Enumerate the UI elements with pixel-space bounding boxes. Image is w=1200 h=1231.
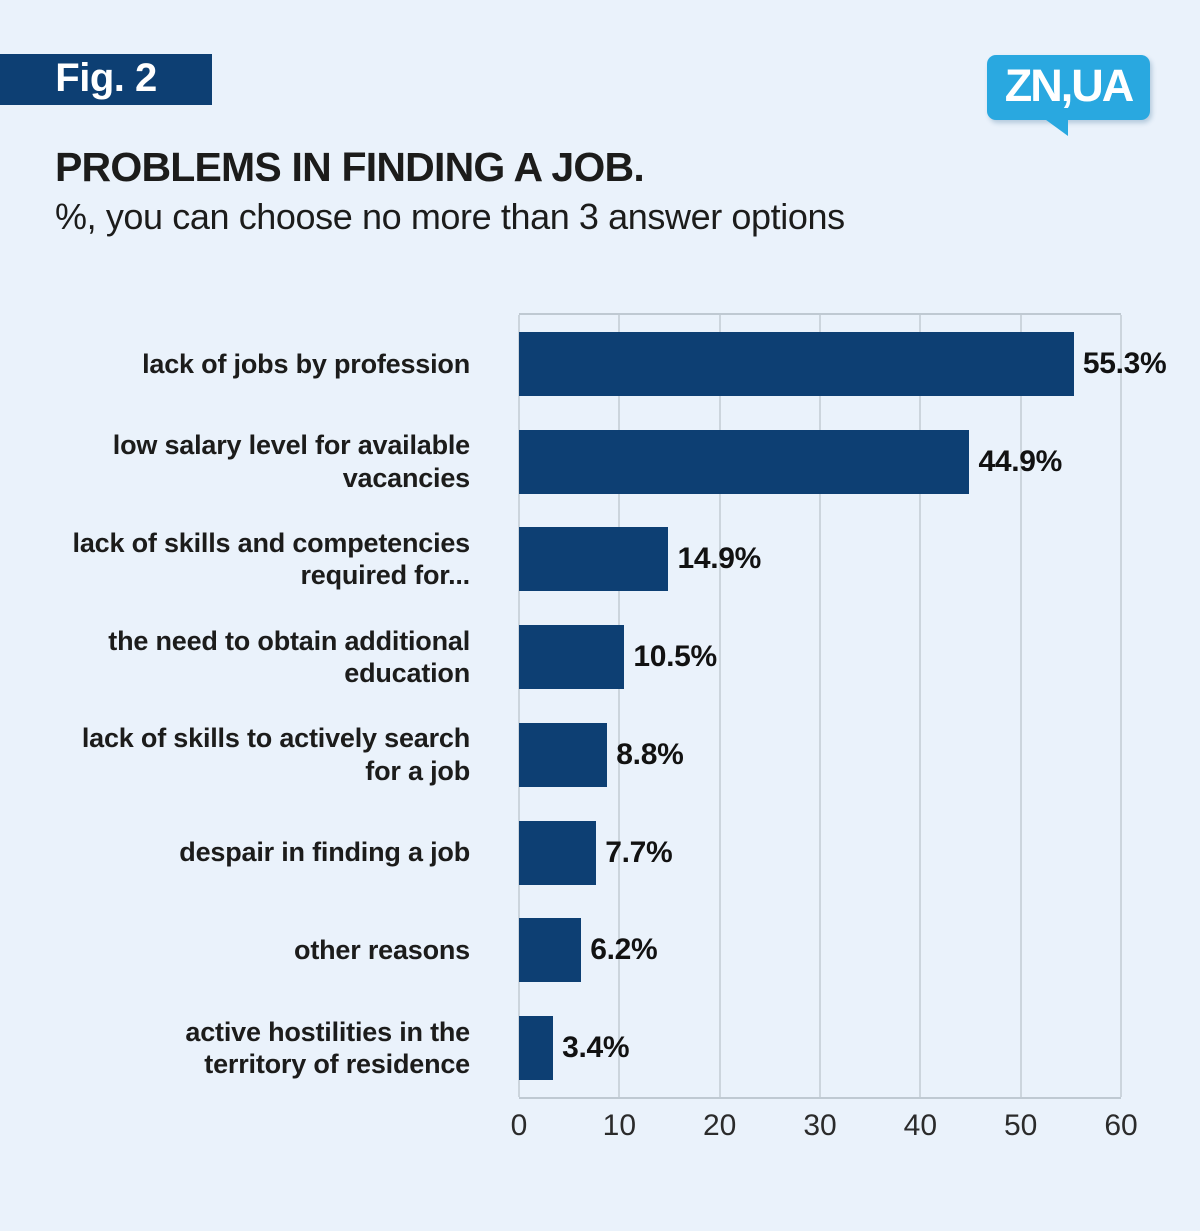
x-tick-label-40: 40 [903, 1109, 938, 1142]
bar [519, 625, 625, 690]
category-label: lack of skills to actively search for a … [81, 723, 470, 786]
gridline-x-10 [618, 315, 621, 1097]
value-label: 6.2% [590, 933, 658, 967]
x-tick-label-30: 30 [803, 1109, 837, 1142]
bar [519, 1016, 554, 1081]
bar-chart-plot: 55.3% 44.9% 14.9% 10.5% 8.8% 7.7% 6.2% 3.4% [518, 313, 1167, 1099]
bar [519, 722, 608, 787]
x-tick-label-60: 60 [1104, 1109, 1138, 1142]
bar [519, 429, 970, 494]
gridline-x-40 [919, 315, 922, 1097]
gridline-x-20 [718, 315, 721, 1097]
gridline-x-30 [819, 315, 821, 1097]
value-label: 8.8% [616, 737, 684, 771]
znua-logo-text: ZN,UA [1004, 60, 1134, 111]
x-axis: 0 10 20 30 40 50 60 [511, 1109, 1138, 1149]
bar-row: 10.5% [519, 608, 1121, 706]
bar-row: 44.9% [519, 413, 1121, 511]
category-axis-labels: lack of jobs by profession low salary lev… [0, 313, 471, 1099]
x-tick-label-10: 10 [602, 1109, 637, 1142]
value-label: 55.3% [1082, 346, 1167, 380]
x-tick-label-20: 20 [702, 1109, 737, 1142]
speech-bubble-tail [1042, 117, 1068, 136]
figure-badge: Fig. 2 [0, 54, 212, 105]
figure-badge-label: Fig. 2 [55, 56, 157, 100]
chart-title: PROBLEMS IN FINDING A JOB. [55, 144, 645, 190]
gridline-x-60 [1120, 315, 1122, 1097]
category-label: active hostilities in the territory of r… [185, 1016, 470, 1080]
category-label: lack of skills and competencies required… [72, 527, 471, 591]
bar-row: 3.4% [519, 999, 1121, 1097]
bar [519, 820, 597, 885]
value-label: 10.5% [633, 640, 717, 674]
value-label: 7.7% [605, 835, 673, 869]
category-label: other reasons [294, 935, 470, 966]
bar-row: 14.9% [519, 511, 1121, 609]
bar-row: 8.8% [519, 706, 1121, 804]
chart-subtitle: %, you can choose no more than 3 answer … [55, 196, 845, 237]
category-label: lack of jobs by profession [142, 348, 470, 379]
bar [519, 918, 582, 983]
x-tick-label-50: 50 [1003, 1109, 1038, 1142]
gridline-x-0 [518, 315, 520, 1097]
value-label: 44.9% [978, 444, 1063, 478]
bar-row: 7.7% [519, 804, 1121, 902]
category-label: low salary level for available vacancies [112, 430, 470, 493]
bar-row: 6.2% [519, 902, 1121, 1000]
value-label: 14.9% [677, 542, 762, 576]
category-label: the need to obtain additional education [108, 625, 470, 689]
bar [519, 331, 1074, 396]
bar [519, 527, 669, 592]
x-tick-label-0: 0 [510, 1109, 528, 1142]
gridline-x-50 [1019, 315, 1022, 1097]
znua-logo: ZN,UA [987, 55, 1150, 136]
category-label: despair in finding a job [179, 837, 470, 868]
value-label: 3.4% [562, 1031, 630, 1065]
bar-row: 55.3% [519, 315, 1167, 413]
